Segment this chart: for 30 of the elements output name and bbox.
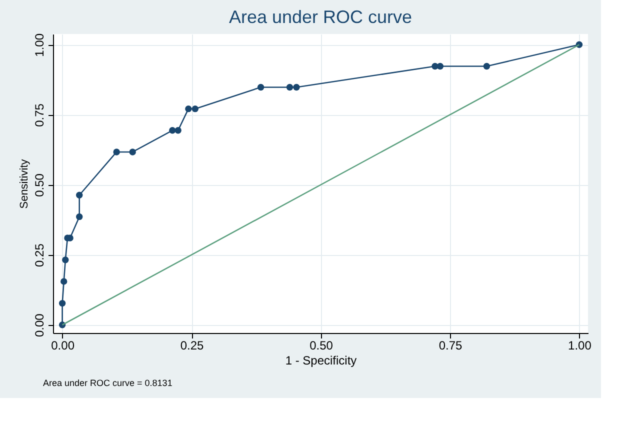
point (192, 105, 199, 112)
point (286, 84, 294, 91)
point (76, 213, 83, 220)
y-tick-label: 0.25 (32, 243, 46, 267)
point (185, 105, 192, 112)
point (62, 256, 69, 264)
point (58, 300, 66, 307)
point (129, 148, 136, 156)
text: Area under ROC curve = 0.8131 (43, 378, 172, 388)
point (113, 148, 120, 156)
y-tick-label: 0.00 (32, 313, 46, 338)
point (60, 278, 68, 285)
x-tick-label: 0.00 (51, 338, 75, 352)
y-tick-label: 0.75 (32, 103, 46, 127)
point (483, 62, 490, 70)
y-tick-label: 1.00 (32, 33, 46, 57)
point (436, 62, 444, 70)
y-tick-label: 0.50 (32, 173, 46, 197)
x-axis-title: 1 - Specificity (285, 354, 357, 368)
point (293, 84, 300, 91)
x-tick-label: 1.00 (568, 338, 592, 352)
x-tick-label: 0.25 (180, 338, 204, 352)
point (169, 127, 176, 134)
point (257, 84, 264, 91)
y-axis-title: Sensitivity (18, 158, 30, 209)
x-tick-label: 0.50 (310, 338, 334, 352)
chart-title: Area under ROC curve (228, 6, 412, 27)
point (76, 192, 83, 198)
point (174, 127, 182, 134)
x-tick-label: 0.75 (438, 338, 462, 352)
